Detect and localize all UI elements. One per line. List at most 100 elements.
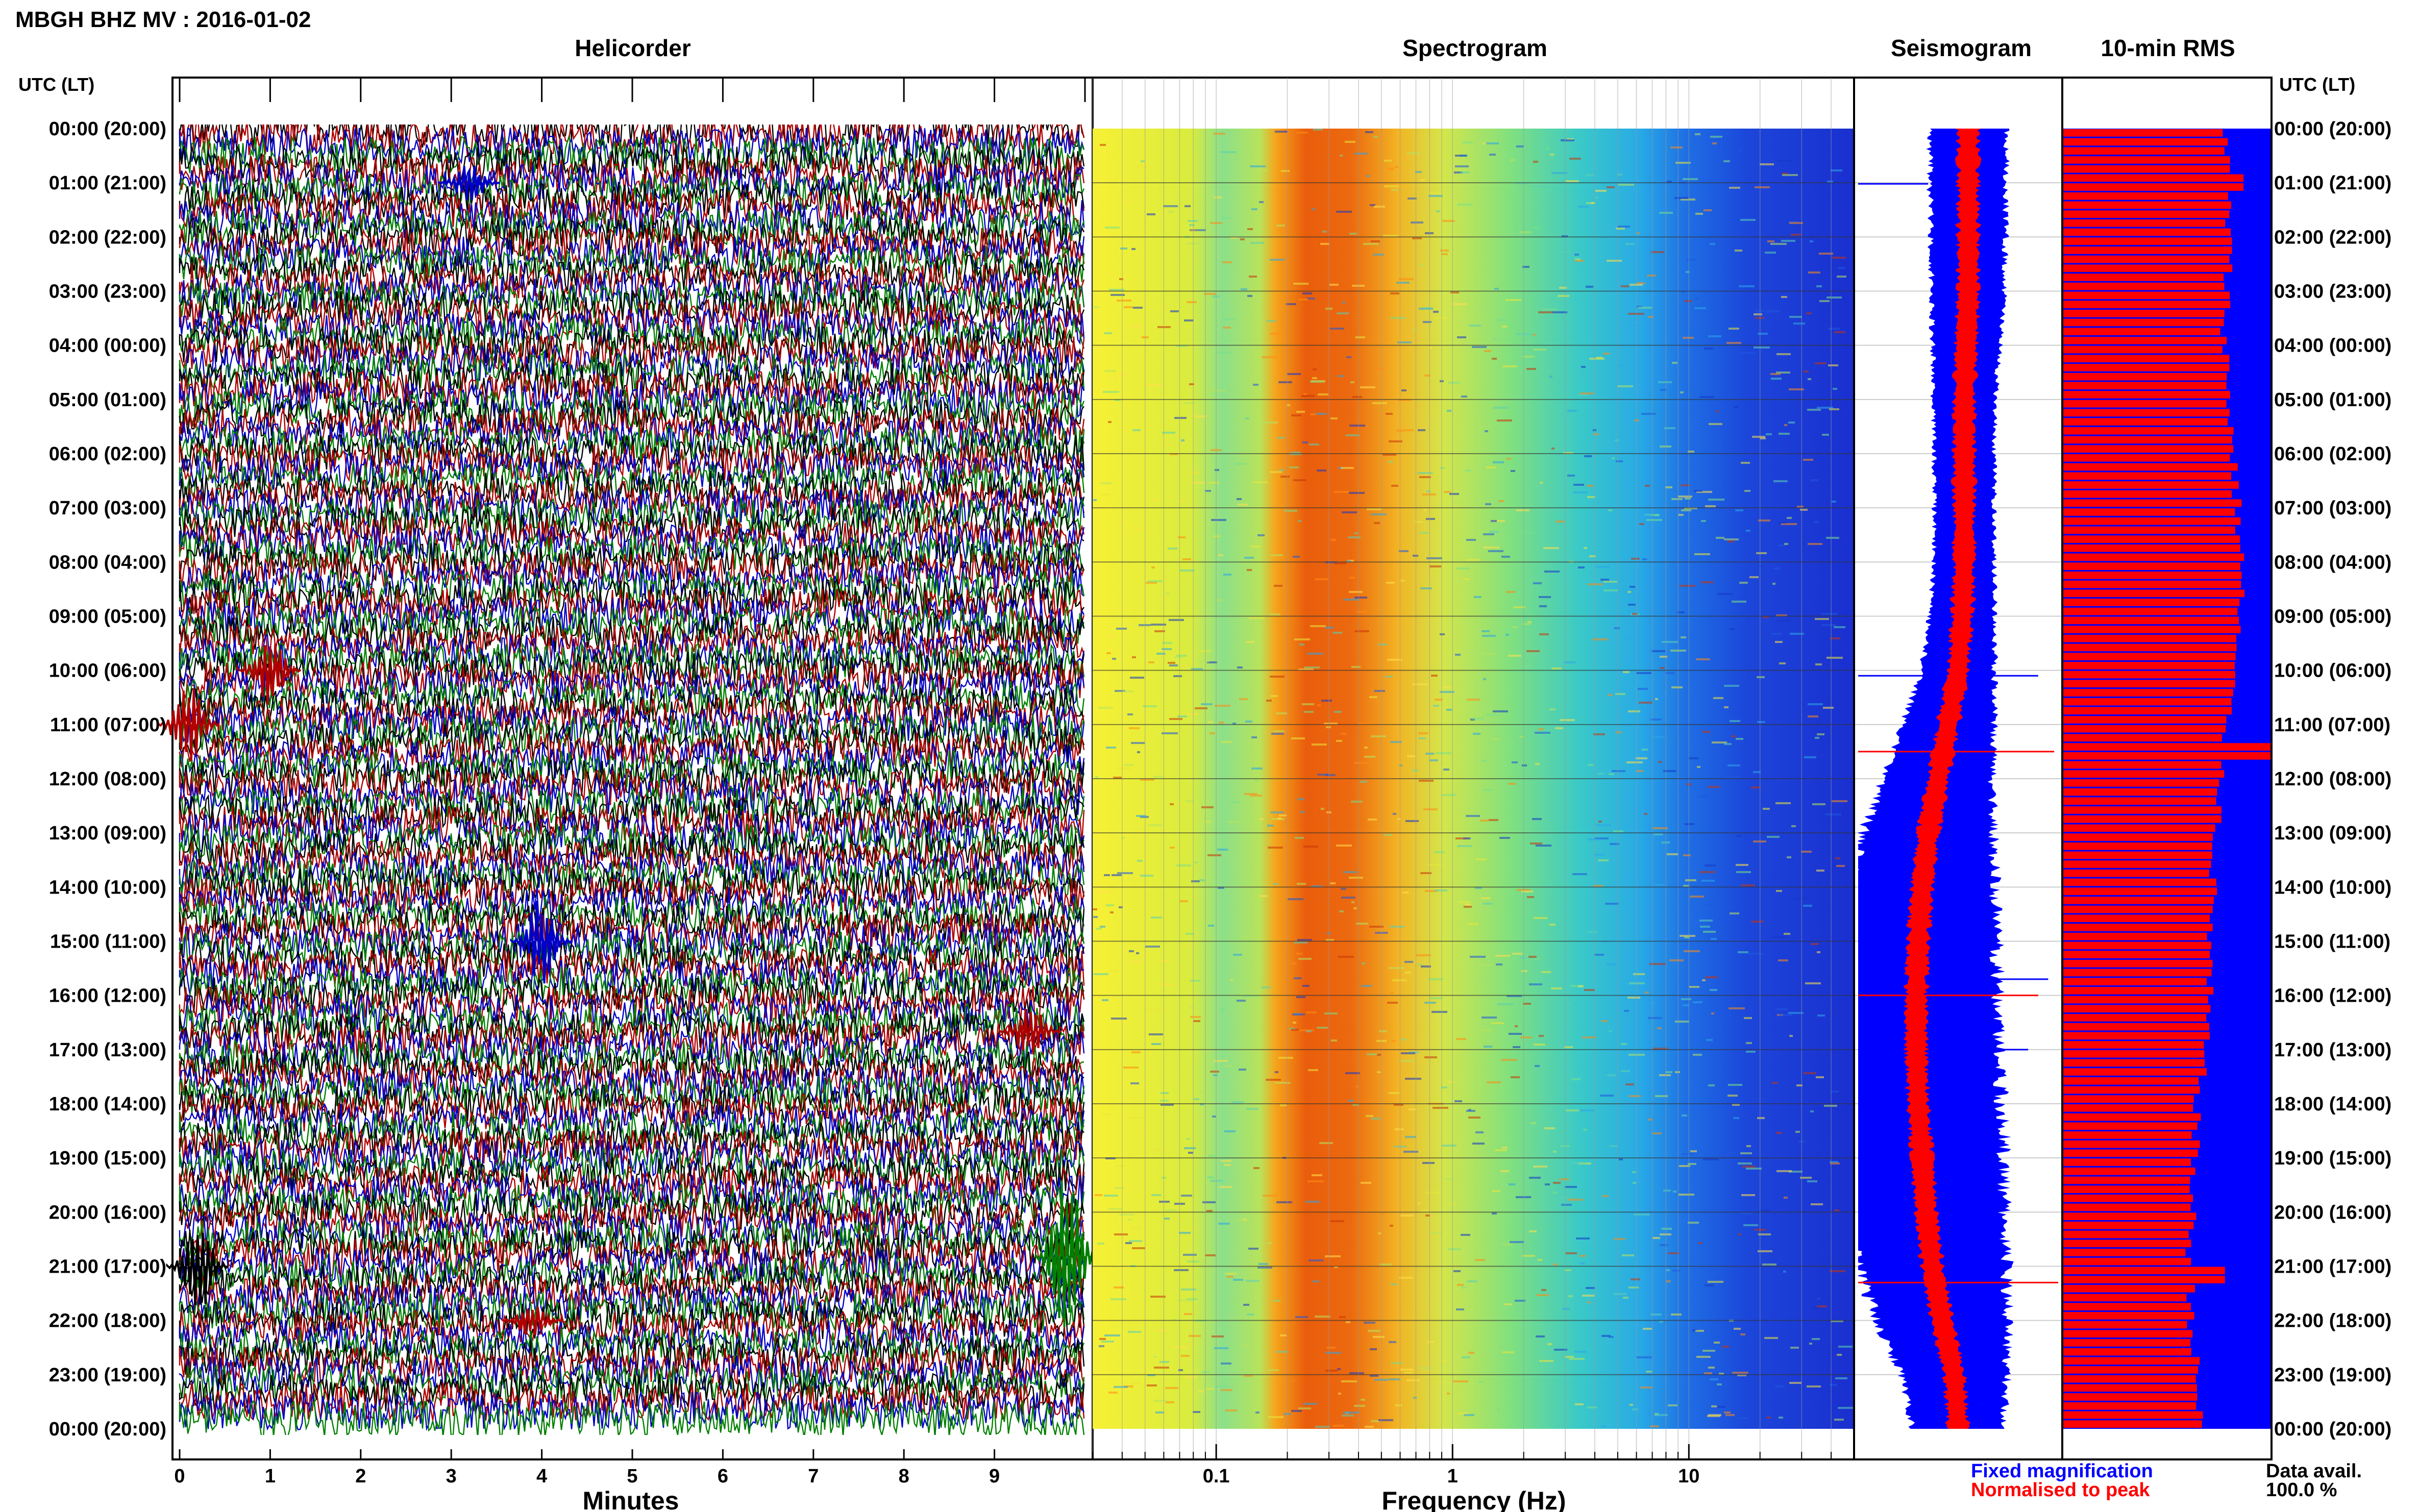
rms-bar bbox=[2063, 345, 2223, 354]
spectrogram-streak bbox=[1136, 952, 1139, 954]
helicorder-trace bbox=[179, 750, 1085, 790]
rms-bar bbox=[2063, 779, 2219, 787]
spectrogram-streak bbox=[1838, 1407, 1853, 1409]
helicorder-trace bbox=[179, 821, 1084, 862]
spectrogram-streak bbox=[1483, 547, 1499, 549]
spectrogram-streak bbox=[1362, 962, 1365, 964]
spectrogram-streak bbox=[1453, 501, 1468, 503]
rms-bar bbox=[2063, 1104, 2193, 1112]
spectrogram-streak bbox=[1527, 896, 1534, 898]
spectrogram-streak bbox=[1688, 1163, 1696, 1165]
spectrogram-streak bbox=[1371, 833, 1378, 835]
rms-bar bbox=[2063, 156, 2230, 164]
spectrogram-streak bbox=[1391, 1362, 1403, 1364]
spectrogram-streak bbox=[1313, 368, 1317, 370]
spectrogram-streak bbox=[1461, 1234, 1470, 1236]
spectrogram-streak bbox=[1117, 767, 1131, 770]
spectrogram-streak bbox=[1621, 285, 1629, 287]
rms-bar bbox=[2063, 517, 2241, 525]
spectrogram-streak bbox=[1641, 413, 1656, 415]
spectrogram-streak bbox=[1578, 206, 1589, 208]
spectrogram-streak bbox=[1776, 620, 1791, 622]
spectrogram-streak bbox=[1651, 650, 1665, 652]
spectrogram-streak bbox=[1643, 1328, 1652, 1330]
spectrogram-streak bbox=[1343, 599, 1359, 601]
spectrogram-streak bbox=[1457, 1284, 1464, 1286]
spectrogram-streak bbox=[1475, 1131, 1484, 1133]
spectrogram-streak bbox=[1174, 417, 1187, 419]
spectrogram-streak bbox=[1267, 1242, 1272, 1244]
spectrogram-streak bbox=[1440, 467, 1445, 469]
spectrogram-streak bbox=[1575, 1403, 1584, 1405]
rms-bar bbox=[2063, 1194, 2193, 1202]
spectrogram-streak bbox=[1416, 954, 1431, 956]
spectrogram-streak bbox=[1277, 817, 1281, 820]
spectrogram-streak bbox=[1832, 800, 1847, 802]
spectrogram-streak bbox=[1738, 1417, 1749, 1419]
spectrogram-streak bbox=[1584, 989, 1595, 991]
helicorder-trace bbox=[179, 993, 1085, 1034]
spectrogram-streak bbox=[1636, 282, 1645, 284]
spectrogram-streak bbox=[1315, 1426, 1330, 1428]
spectrogram-streak bbox=[1483, 903, 1493, 905]
rms-bar bbox=[2063, 1357, 2200, 1365]
helicorder-trace bbox=[179, 424, 1085, 466]
spectrogram-streak bbox=[1741, 462, 1750, 464]
spectrogram-streak bbox=[1492, 338, 1496, 340]
rms-bar bbox=[2063, 1077, 2199, 1085]
helicorder-trace bbox=[179, 1265, 1085, 1304]
spectrogram-streak bbox=[1738, 1233, 1741, 1235]
spectrogram-streak bbox=[1247, 906, 1251, 908]
spectrogram-streak bbox=[1485, 503, 1491, 505]
spectrogram-streak bbox=[1606, 963, 1616, 965]
spectrogram-streak bbox=[1378, 643, 1387, 646]
spectrogram-streak bbox=[1444, 1178, 1452, 1180]
spectrogram-streak bbox=[1208, 925, 1214, 927]
spectrogram-streak bbox=[1404, 429, 1414, 431]
spectrogram-streak bbox=[1207, 854, 1221, 856]
time-label-left: 04:00 (00:00) bbox=[49, 335, 166, 357]
spectrogram-streak bbox=[1129, 727, 1140, 729]
helicorder-trace bbox=[179, 577, 1084, 619]
spectrogram-streak bbox=[1146, 582, 1157, 584]
spectrogram-streak bbox=[1784, 424, 1787, 426]
spectrogram-streak bbox=[1729, 628, 1735, 630]
spectrogram-streak bbox=[1653, 884, 1665, 886]
spectrogram-streak bbox=[1364, 756, 1375, 758]
spectrogram-streak bbox=[1184, 1313, 1192, 1315]
spectrogram-streak bbox=[1812, 1338, 1820, 1340]
spectrogram-streak bbox=[1605, 903, 1619, 905]
spectrogram-streak bbox=[1573, 491, 1588, 493]
spectrogram-streak bbox=[1726, 342, 1741, 344]
spectrogram-streak bbox=[1731, 735, 1736, 737]
spectrogram-streak bbox=[1660, 667, 1665, 669]
spectrogram-streak bbox=[1619, 1158, 1623, 1160]
spectrogram-streak bbox=[1704, 209, 1712, 211]
rms-bar bbox=[2063, 824, 2215, 832]
spectrogram-streak bbox=[1831, 1320, 1843, 1322]
spectrogram-streak bbox=[1395, 166, 1398, 168]
spectrogram-streak bbox=[1710, 136, 1722, 138]
spectrogram-streak bbox=[1433, 1107, 1448, 1109]
time-label-left: 03:00 (23:00) bbox=[49, 281, 166, 303]
spectrogram-streak bbox=[1210, 732, 1215, 734]
spectrogram-streak bbox=[1162, 444, 1175, 447]
spectrogram-streak bbox=[1738, 1162, 1752, 1164]
spectrogram-streak bbox=[1754, 313, 1762, 315]
spectrogram-streak bbox=[1781, 523, 1797, 525]
spectrogram-streak bbox=[1621, 1043, 1627, 1045]
spectrogram-streak bbox=[1683, 854, 1691, 856]
spectrogram-streak bbox=[1824, 1105, 1837, 1107]
spectrogram-streak bbox=[1429, 759, 1438, 761]
spectrogram-streak bbox=[1461, 395, 1467, 398]
spectrogram-streak bbox=[1706, 904, 1713, 906]
spectrogram-streak bbox=[1312, 208, 1315, 210]
helicorder-event bbox=[501, 1307, 564, 1335]
spectrogram-streak bbox=[1148, 661, 1154, 663]
spectrogram-streak bbox=[1679, 1194, 1694, 1196]
spectrogram-streak bbox=[1243, 936, 1251, 938]
spectrogram-streak bbox=[1133, 307, 1143, 309]
spectrogram-streak bbox=[1408, 197, 1417, 200]
spectrogram-streak bbox=[1781, 240, 1795, 242]
time-label-left: 14:00 (10:00) bbox=[49, 877, 166, 898]
